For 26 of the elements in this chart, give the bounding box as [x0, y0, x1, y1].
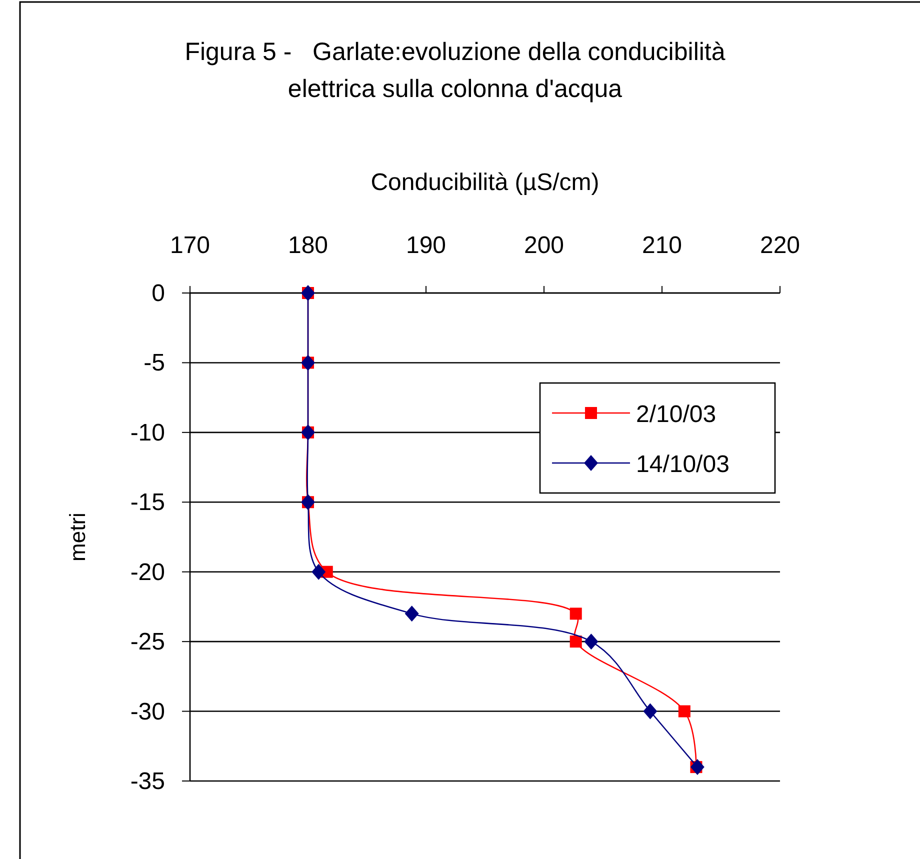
y-tick-label: -10: [130, 419, 165, 446]
y-tick-label: -5: [144, 350, 165, 377]
x-tick-label: 180: [288, 232, 328, 259]
x-axis-title: Conducibilità (µS/cm): [370, 169, 600, 196]
y-tick-label: -35: [130, 768, 165, 795]
y-axis-title: metri: [65, 512, 90, 562]
point: [584, 634, 598, 650]
y-tick-label: -30: [130, 698, 165, 726]
x-tick-label: 190: [406, 232, 446, 259]
x-tick-label: 210: [642, 232, 682, 259]
x-tick-label: 170: [170, 232, 210, 259]
x-tick-label: 220: [760, 232, 800, 259]
legend-label: 14/10/03: [636, 451, 730, 478]
point: [570, 636, 582, 648]
point: [643, 703, 658, 720]
legend-label: 2/10/03: [636, 401, 716, 428]
chart-title: Figura 5 - Garlate:evoluzione della conducibilità elettrica sulla colonna d'acqua: [184, 38, 726, 103]
y-tick-label: -15: [130, 489, 165, 516]
x-tick-label: 200: [524, 232, 564, 259]
y-tick-label: -20: [130, 558, 165, 586]
y-tick-label: 0: [152, 280, 165, 307]
point: [312, 564, 326, 580]
point: [404, 606, 419, 622]
y-tick-label: -25: [130, 628, 165, 656]
point: [570, 608, 582, 620]
point: [678, 705, 690, 718]
